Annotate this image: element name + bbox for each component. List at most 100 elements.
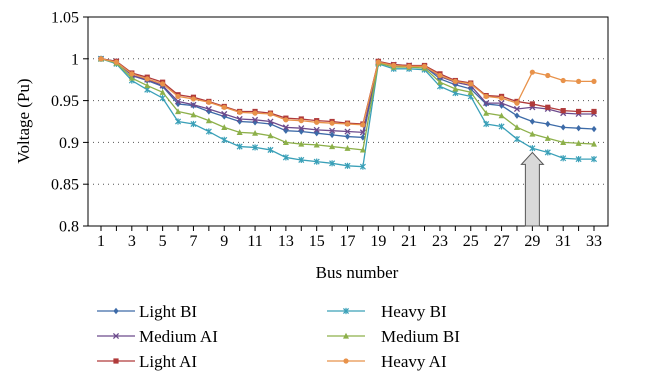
data-point xyxy=(298,156,305,164)
data-point xyxy=(129,71,135,77)
data-point xyxy=(498,100,505,107)
data-point xyxy=(298,125,305,132)
data-point xyxy=(575,78,582,84)
data-point xyxy=(160,81,166,87)
data-point xyxy=(252,110,258,116)
legend-marker xyxy=(343,332,349,339)
data-point xyxy=(144,82,151,89)
data-point xyxy=(298,140,305,147)
data-point xyxy=(590,156,598,163)
data-point xyxy=(98,56,104,62)
data-point xyxy=(206,99,212,105)
data-point xyxy=(236,115,243,123)
data-point xyxy=(221,104,227,110)
data-point xyxy=(359,163,366,170)
data-point xyxy=(529,145,536,152)
data-point xyxy=(329,120,335,126)
data-point xyxy=(575,140,582,146)
data-point xyxy=(344,133,351,140)
x-tick-labels: 1 3 5 7 9 11 13 15 17 19 21 23 25 27 29 31 33 xyxy=(97,233,602,250)
data-point xyxy=(375,59,381,65)
legend-marker xyxy=(112,332,120,340)
y-axis-label: Voltage (Pu) xyxy=(14,78,33,163)
legend-label: Medium BI xyxy=(381,327,460,346)
legend-item: Heavy BI xyxy=(327,302,447,321)
data-point xyxy=(283,117,289,123)
legend-marker xyxy=(342,307,350,315)
data-point xyxy=(344,162,351,169)
data-point xyxy=(560,139,567,145)
x-tick-label: 17 xyxy=(340,233,356,250)
data-point xyxy=(529,118,535,125)
data-point xyxy=(175,93,181,100)
data-point xyxy=(514,112,520,119)
legend-item: Light BI xyxy=(97,302,197,321)
data-point xyxy=(313,158,320,165)
legend-item: Medium AI xyxy=(97,327,218,346)
data-point xyxy=(175,108,182,115)
data-point xyxy=(205,105,212,113)
y-tick-label: 0.85 xyxy=(51,177,79,194)
x-tick-label: 33 xyxy=(586,233,602,250)
legend-item: Medium BI xyxy=(327,327,460,346)
data-point xyxy=(329,127,336,134)
x-tick-label: 19 xyxy=(370,233,386,250)
series-heavy-ai xyxy=(98,56,597,128)
x-tick-label: 11 xyxy=(247,233,262,250)
data-point xyxy=(206,108,212,115)
data-point xyxy=(483,120,490,128)
data-point xyxy=(205,128,212,135)
data-point xyxy=(221,124,228,130)
x-tick-label: 1 xyxy=(97,233,105,250)
x-tick-label: 25 xyxy=(463,233,479,250)
data-point xyxy=(282,139,289,145)
legend-item: Heavy AI xyxy=(327,352,447,371)
data-point xyxy=(467,89,474,95)
data-point xyxy=(221,136,228,143)
data-point xyxy=(575,124,582,132)
data-point xyxy=(591,140,597,147)
data-point xyxy=(144,76,150,82)
data-point xyxy=(560,124,566,131)
legend-marker xyxy=(113,307,119,315)
legend: Light BI Medium AI Light AI Heavy BI Medium … xyxy=(97,302,460,371)
x-tick-label: 31 xyxy=(555,233,571,250)
data-point xyxy=(190,101,197,108)
data-point xyxy=(468,81,474,87)
data-point xyxy=(529,101,535,107)
data-point xyxy=(360,122,366,128)
x-tick-label: 29 xyxy=(524,233,540,250)
data-point xyxy=(452,78,458,84)
x-tick-label: 9 xyxy=(220,233,228,250)
data-point xyxy=(221,110,228,118)
data-point xyxy=(498,112,505,119)
data-point xyxy=(359,129,366,136)
legend-item: Light AI xyxy=(97,352,197,371)
data-point xyxy=(282,124,289,131)
data-point xyxy=(205,117,212,124)
y-tick-label: 0.95 xyxy=(51,93,79,110)
data-point xyxy=(267,111,274,117)
x-tick-label: 21 xyxy=(401,233,417,250)
data-point xyxy=(591,125,597,133)
data-point xyxy=(513,105,521,113)
data-point xyxy=(344,128,351,135)
data-point xyxy=(174,98,182,105)
data-point xyxy=(252,130,259,136)
grid-lines xyxy=(88,58,608,185)
data-point xyxy=(344,145,351,151)
y-tick-label: 1.05 xyxy=(51,10,79,27)
legend-marker xyxy=(343,358,349,364)
data-point xyxy=(560,155,567,162)
data-point xyxy=(190,120,197,128)
data-point xyxy=(591,108,597,115)
data-point xyxy=(159,89,166,95)
legend-label: Heavy AI xyxy=(381,352,447,371)
data-point xyxy=(406,63,412,69)
data-point xyxy=(498,95,505,101)
x-tick-label: 3 xyxy=(128,233,136,250)
data-point xyxy=(437,72,443,79)
data-point xyxy=(560,77,566,84)
data-point xyxy=(391,62,397,69)
